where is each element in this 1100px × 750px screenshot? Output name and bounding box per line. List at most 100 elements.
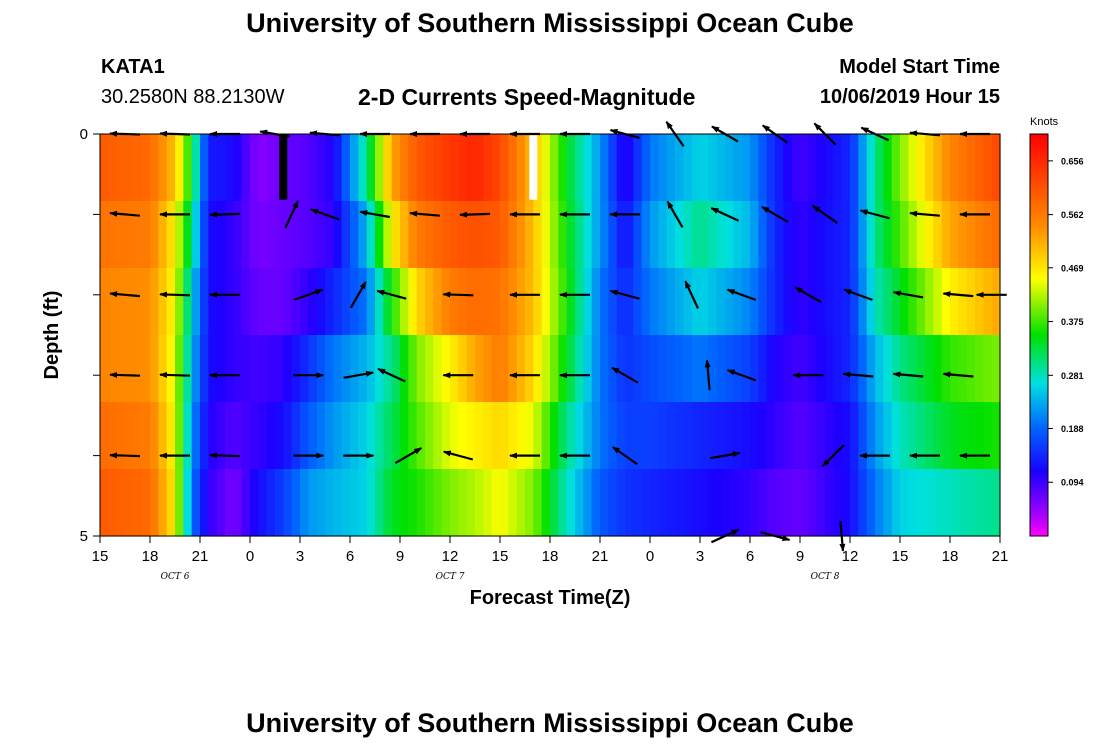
- heatmap-cell: [791, 268, 801, 336]
- heatmap-cell: [933, 402, 943, 470]
- heatmap-cell: [375, 201, 384, 269]
- heatmap-cell: [508, 268, 518, 336]
- heatmap-cell: [258, 335, 268, 403]
- heatmap-cell: [766, 469, 776, 537]
- heatmap-cell: [608, 469, 618, 537]
- heatmap-cell: [466, 268, 476, 336]
- heatmap-cell: [583, 469, 593, 537]
- heatmap-cell: [216, 201, 226, 269]
- heatmap-cell: [141, 201, 151, 269]
- heatmap-cell: [608, 134, 618, 202]
- heatmap-cell: [183, 335, 193, 403]
- data-gap-mark: [529, 134, 538, 200]
- heatmap-cell: [758, 335, 768, 403]
- heatmap-cell: [933, 201, 943, 269]
- heatmap-cell: [716, 402, 726, 470]
- heatmap-cell: [216, 268, 226, 336]
- heatmap-cell: [791, 201, 801, 269]
- heatmap-cell: [891, 201, 901, 269]
- heatmap-cell: [383, 268, 393, 336]
- heatmap-cell: [483, 201, 493, 269]
- heatmap-cell: [141, 268, 151, 336]
- heatmap-cell: [433, 335, 443, 403]
- heatmap-cell: [391, 201, 401, 269]
- heatmap-cell: [233, 134, 243, 202]
- heatmap-cell: [541, 268, 551, 336]
- heatmap-cell: [716, 469, 726, 537]
- heatmap-cell: [583, 402, 593, 470]
- heatmap-cell: [683, 469, 693, 537]
- heatmap-cell: [241, 134, 251, 202]
- heatmap-cell: [591, 268, 601, 336]
- heatmap-cell: [216, 134, 226, 202]
- heatmap-cell: [200, 134, 209, 202]
- heatmap-cell: [675, 335, 684, 403]
- heatmap-cell: [100, 402, 109, 470]
- heatmap-cell: [133, 335, 143, 403]
- heatmap-cell: [383, 335, 393, 403]
- current-vector: [343, 370, 375, 379]
- current-vector: [359, 210, 390, 219]
- heatmap-cell: [150, 268, 159, 336]
- heatmap-cell: [216, 335, 226, 403]
- heatmap-cell: [550, 469, 559, 537]
- x-tick-label: 15: [892, 548, 909, 565]
- heatmap-cell: [616, 201, 626, 269]
- heatmap-cell: [916, 402, 926, 470]
- heatmap-cell: [233, 469, 243, 537]
- heatmap-cell: [583, 268, 593, 336]
- heatmap-cell: [983, 335, 993, 403]
- heatmap-cell: [866, 134, 876, 202]
- heatmap-cell: [516, 134, 526, 202]
- heatmap-cell: [125, 469, 134, 537]
- heatmap-cell: [516, 402, 526, 470]
- heatmap-cell: [358, 469, 368, 537]
- heatmap-cell: [258, 268, 268, 336]
- heatmap-cell: [858, 335, 868, 403]
- heatmap-cell: [833, 335, 843, 403]
- heatmap-cell: [966, 201, 976, 269]
- heatmap-cell: [116, 469, 126, 537]
- heatmap-cell: [866, 335, 876, 403]
- heatmap-cell: [750, 335, 759, 403]
- heatmap-cell: [816, 469, 826, 537]
- heatmap-cell: [508, 402, 518, 470]
- heatmap-cell: [391, 268, 401, 336]
- heatmap-cell: [708, 469, 718, 537]
- heatmap-cell: [725, 402, 734, 470]
- heatmap-cell: [358, 335, 368, 403]
- heatmap-cell: [700, 402, 709, 470]
- colorbar-tick-label: 0.094: [1061, 478, 1084, 488]
- heatmap-cell: [766, 268, 776, 336]
- heatmap-cell: [383, 201, 393, 269]
- heatmap-cell: [391, 134, 401, 202]
- heatmap-cell: [566, 201, 576, 269]
- heatmap-cell: [991, 335, 1001, 403]
- heatmap-cell: [458, 268, 468, 336]
- heatmap-cell: [600, 402, 609, 470]
- heatmap-cell: [891, 469, 901, 537]
- heatmap-cell: [450, 402, 459, 470]
- heatmap-cell: [666, 268, 676, 336]
- heatmap-cell: [175, 335, 184, 403]
- y-tick-label: 5: [80, 528, 88, 545]
- heatmap-cell: [991, 268, 1001, 336]
- heatmap-cell: [550, 402, 559, 470]
- heatmap-cell: [916, 201, 926, 269]
- heatmap-cell: [691, 201, 701, 269]
- heatmap-cell: [958, 402, 968, 470]
- heatmap-cell: [225, 469, 234, 537]
- current-vector: [109, 210, 140, 217]
- heatmap-cell: [658, 335, 668, 403]
- current-vector: [109, 452, 141, 459]
- heatmap-cell: [275, 469, 284, 537]
- heatmap-cell: [541, 201, 551, 269]
- heatmap-cell: [750, 469, 759, 537]
- current-vector: [442, 450, 474, 461]
- heatmap-cell: [275, 268, 284, 336]
- heatmap-cell: [258, 201, 268, 269]
- heatmap-cell: [841, 134, 851, 202]
- heatmap-cell: [200, 268, 209, 336]
- heatmap-cell: [133, 469, 143, 537]
- heatmap-cell: [358, 134, 368, 202]
